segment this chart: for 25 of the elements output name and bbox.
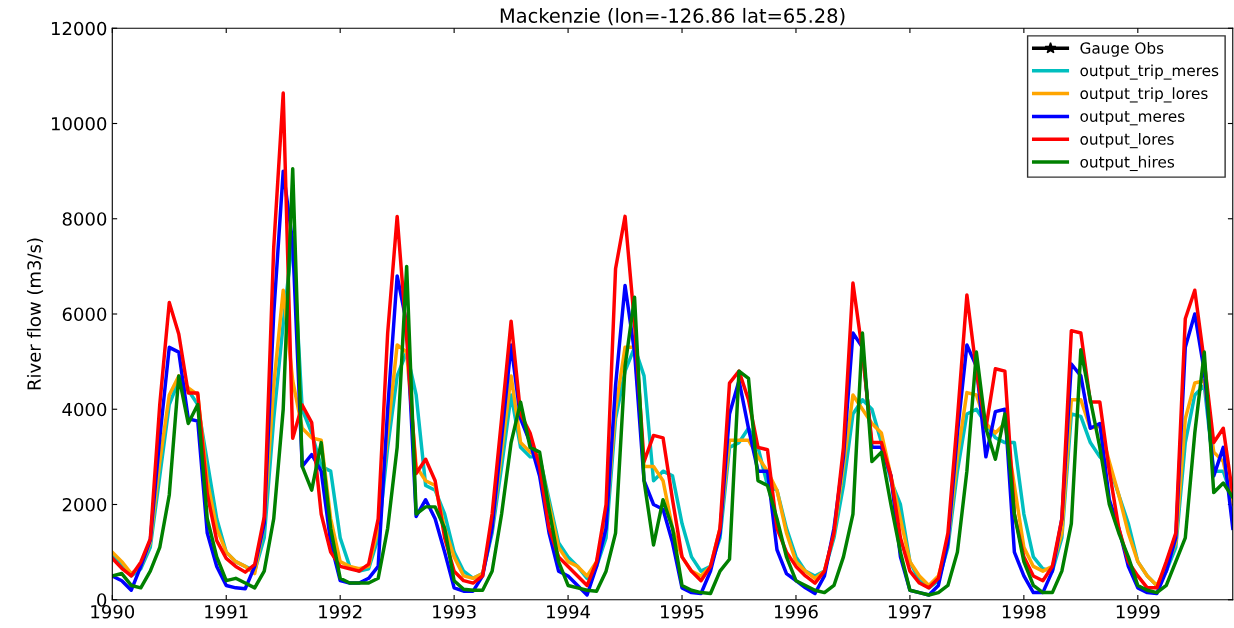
legend-label: output_meres [1080, 111, 1185, 126]
y-tick-label: 10000 [51, 116, 107, 131]
y-tick-label: 4000 [62, 402, 107, 417]
x-tick-label: 1995 [661, 604, 704, 619]
chart-title: Mackenzie (lon=-126.86 lat=65.28) [500, 7, 845, 26]
y-tick-label: 6000 [62, 307, 107, 322]
legend-label: output_trip_lores [1080, 87, 1208, 103]
x-tick-label: 1998 [1002, 604, 1046, 619]
y-tick-label: 8000 [62, 212, 107, 226]
legend-label: output_hires [1080, 155, 1175, 172]
legend-label: Gauge Obs [1080, 42, 1164, 57]
x-tick-label: 1990 [91, 604, 135, 619]
y-tick-label: 0 [97, 593, 107, 607]
y-axis-title: River flow (m3/s) [26, 238, 44, 390]
y-tick-label: 12000 [51, 21, 107, 36]
x-tick-label: 1996 [774, 604, 818, 619]
x-tick-label: 1999 [1116, 604, 1160, 619]
y-tick-label: 2000 [62, 497, 107, 512]
x-tick-label: 1992 [319, 604, 362, 619]
legend-label: output_trip_meres [1080, 64, 1219, 80]
x-tick-label: 1991 [205, 604, 248, 619]
x-tick-label: 1997 [888, 604, 932, 619]
x-tick-label: 1994 [547, 604, 591, 619]
legend-label: output_lores [1080, 132, 1174, 149]
x-tick-label: 1993 [433, 604, 476, 619]
